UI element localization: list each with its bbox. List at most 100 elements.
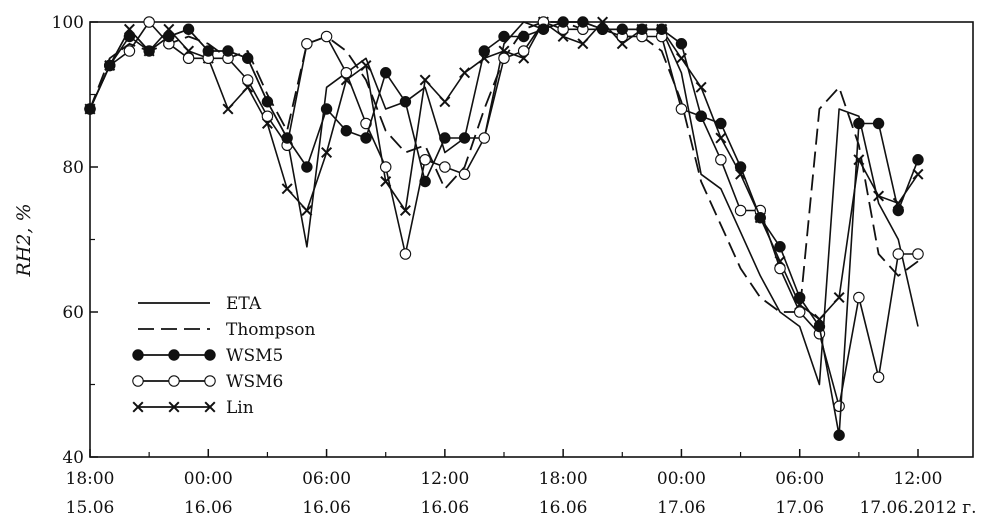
x-tick-label-date: 16.06	[302, 498, 351, 518]
legend-item-eta: ETA	[138, 294, 262, 314]
data-point-wsm5	[537, 23, 550, 35]
legend-marker-lin	[204, 401, 216, 413]
data-point-lin	[360, 59, 372, 72]
data-point-wsm6	[123, 45, 136, 57]
data-point-wsm6	[143, 16, 155, 28]
data-point-wsm5	[577, 16, 589, 28]
x-tick-label-time: 12:00	[894, 469, 943, 489]
data-point-wsm5	[675, 38, 688, 50]
x-tick-label-date: 17.06.2012 г.	[859, 498, 976, 518]
data-point-wsm6	[340, 67, 353, 79]
data-point-wsm5	[222, 45, 234, 57]
data-point-wsm6	[715, 154, 727, 166]
data-point-wsm5	[636, 23, 648, 35]
data-point-lin	[399, 204, 411, 217]
data-point-lin	[715, 132, 727, 144]
data-point-lin	[873, 190, 885, 202]
x-tick-label-time: 18:00	[539, 469, 588, 489]
data-point-wsm5	[715, 117, 727, 130]
series-line-thompson	[89, 21, 919, 313]
data-point-lin	[695, 81, 707, 93]
plot-frame	[89, 21, 974, 458]
y-tick-label: 60	[62, 303, 84, 323]
x-tick-label-date: 17.06	[775, 498, 824, 518]
data-point-wsm5	[439, 132, 451, 144]
legend-label-wsm5: WSM5	[226, 346, 283, 366]
data-point-wsm6	[774, 262, 786, 275]
data-point-wsm5	[813, 320, 826, 333]
data-point-wsm5	[261, 96, 274, 108]
ticks-layer: 40 60 80 100 18:00 15.06 00:00 16.06 06:00 16.06 1…	[52, 13, 977, 518]
data-point-wsm5	[340, 125, 352, 137]
data-point-wsm6	[833, 400, 845, 412]
data-point-lin	[222, 103, 234, 115]
data-point-wsm5	[182, 23, 195, 35]
series-line-eta	[89, 21, 919, 386]
data-point-wsm6	[419, 154, 431, 166]
data-point-wsm6	[261, 110, 274, 123]
series-thompson	[89, 21, 919, 313]
data-point-wsm5	[163, 30, 175, 43]
data-point-wsm5	[360, 132, 372, 144]
legend: ETA Thompson WSM5 WSM6 Lin	[132, 294, 315, 418]
data-point-wsm6	[892, 248, 905, 260]
data-point-wsm6	[872, 371, 885, 383]
legend-marker-wsm5	[132, 349, 144, 361]
legend-label-thompson: Thompson	[226, 320, 315, 340]
data-point-wsm6	[399, 248, 412, 260]
data-point-wsm5	[380, 67, 392, 79]
data-point-wsm6	[182, 52, 195, 64]
data-point-wsm6	[853, 291, 865, 304]
x-tick-label-date: 16.06	[184, 498, 233, 518]
data-point-wsm5	[518, 30, 530, 43]
data-point-lin	[281, 183, 293, 195]
data-point-wsm6	[320, 30, 333, 43]
x-tick-label-date: 16.06	[421, 498, 470, 518]
legend-marker-wsm5	[204, 349, 216, 361]
data-point-wsm5	[794, 291, 806, 304]
x-tick-label-date: 15.06	[66, 498, 115, 518]
data-point-wsm5	[872, 117, 885, 130]
data-point-wsm6	[439, 161, 451, 173]
data-point-lin	[577, 38, 589, 50]
data-point-wsm6	[912, 248, 924, 260]
data-point-wsm5	[656, 23, 668, 35]
legend-item-lin: Lin	[132, 398, 254, 418]
data-point-lin	[439, 96, 451, 108]
legend-marker-lin	[168, 401, 180, 413]
data-point-lin	[321, 146, 333, 159]
legend-label-lin: Lin	[226, 398, 254, 418]
data-point-wsm5	[616, 23, 628, 35]
data-point-wsm5	[320, 103, 333, 115]
data-point-lin	[459, 67, 471, 79]
data-point-wsm5	[84, 103, 96, 115]
x-tick-label-date: 17.06	[657, 498, 706, 518]
series-line-wsm5	[89, 21, 919, 437]
legend-marker-lin	[132, 401, 144, 413]
legend-marker-wsm6	[132, 375, 144, 387]
data-point-wsm5	[478, 45, 490, 57]
data-point-wsm5	[143, 45, 155, 57]
data-point-lin	[833, 291, 845, 304]
data-point-wsm5	[912, 154, 924, 166]
x-tick-label-date: 16.06	[539, 498, 588, 518]
data-point-wsm5	[242, 52, 254, 64]
data-point-wsm5	[202, 45, 214, 57]
data-point-wsm5	[458, 132, 471, 144]
data-point-wsm5	[774, 241, 786, 253]
legend-item-thompson: Thompson	[138, 320, 315, 340]
series-layer	[84, 16, 924, 441]
data-point-wsm6	[478, 132, 491, 144]
data-point-lin	[912, 168, 924, 180]
data-point-wsm5	[123, 30, 136, 43]
x-tick-label-time: 00:00	[657, 469, 706, 489]
data-point-wsm5	[557, 16, 569, 28]
legend-item-wsm5: WSM5	[132, 346, 283, 366]
data-point-wsm5	[734, 161, 747, 173]
legend-label-wsm6: WSM6	[226, 372, 283, 392]
data-point-wsm5	[399, 96, 412, 108]
data-point-wsm5	[892, 204, 904, 217]
y-axis-label: RH2, %	[13, 203, 35, 277]
series-line-lin	[89, 21, 919, 321]
